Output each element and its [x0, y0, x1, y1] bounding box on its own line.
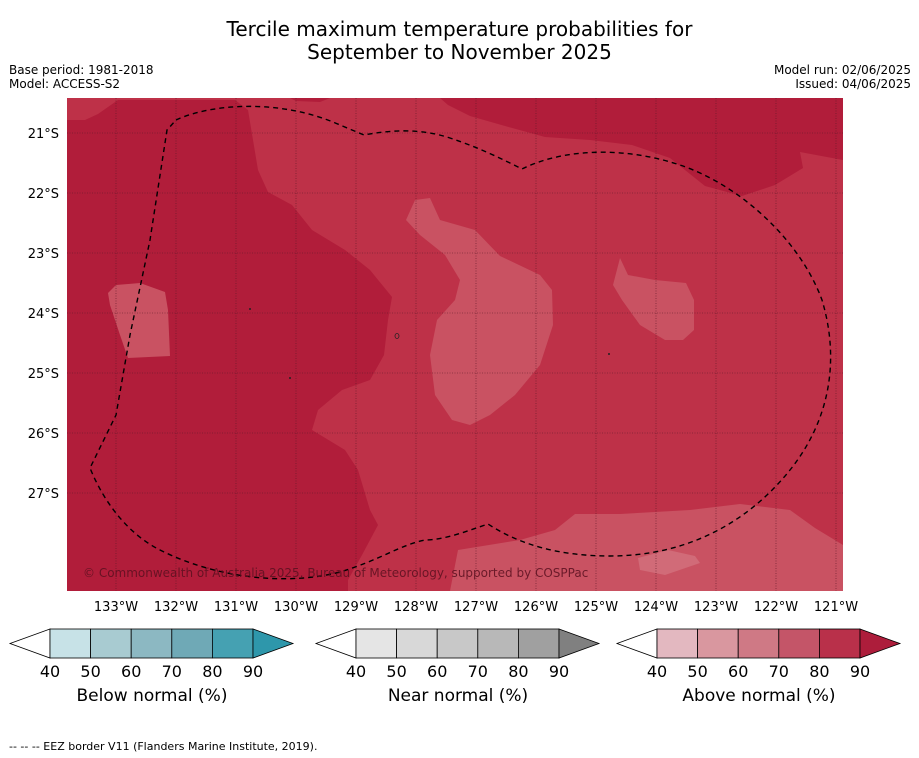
lon-label: 124°W — [634, 600, 678, 615]
eez-border — [89, 105, 832, 580]
colorbar-tick-label: 40 — [647, 662, 667, 681]
colorbar-below-normal: 40 50 60 70 80 90 — [8, 628, 295, 681]
lon-label: 133°W — [94, 600, 138, 615]
lon-label: 128°W — [394, 600, 438, 615]
colorbar-tick-label: 80 — [809, 662, 829, 681]
colorbar-segment — [130, 628, 173, 659]
map-plot-area: © Commonwealth of Australia 2025, Bureau… — [67, 98, 843, 591]
colorbar-tick-label: 80 — [508, 662, 528, 681]
lat-label: 23°S — [28, 247, 59, 262]
colorbar-over-triangle — [252, 628, 295, 659]
colorbar-segment — [819, 628, 861, 659]
lat-label: 22°S — [28, 187, 59, 202]
field-80-90-north — [440, 98, 843, 196]
lon-label: 130°W — [274, 600, 318, 615]
field-60-70-east — [613, 258, 694, 340]
colorbar-above-normal: 40 50 60 70 80 90 — [615, 628, 902, 681]
field-80-90-top — [290, 98, 330, 102]
map-figure: © Commonwealth of Australia 2025, Bureau… — [8, 98, 902, 681]
colorbar-segment — [737, 628, 780, 659]
lon-label: 126°W — [514, 600, 558, 615]
colorbar-segment — [90, 628, 132, 659]
colorbar-tick-label: 90 — [549, 662, 569, 681]
field-60-70-west — [108, 283, 170, 358]
colorbar-segment — [656, 628, 698, 659]
copyright-text: © Commonwealth of Australia 2025, Bureau… — [83, 566, 588, 580]
colorbar-segment — [211, 628, 254, 659]
lat-label: 25°S — [28, 367, 59, 382]
run-info: Model run: 02/06/2025 Issued: 04/06/2025 — [774, 63, 911, 91]
issued-date: Issued: 04/06/2025 — [795, 77, 911, 91]
lon-label: 132°W — [154, 600, 198, 615]
field-60-70-center — [406, 198, 553, 425]
colorbar-under-triangle — [8, 628, 51, 659]
lon-label: 121°W — [814, 600, 858, 615]
colorbar-tick-label: 90 — [850, 662, 870, 681]
model-run: Model run: 02/06/2025 — [773, 63, 911, 77]
colorbar-tick-label: 60 — [121, 662, 141, 681]
colorbar-tick-label: 70 — [468, 662, 488, 681]
lon-label: 131°W — [214, 600, 258, 615]
lat-label: 21°S — [28, 127, 59, 142]
colorbar-over-triangle — [558, 628, 601, 659]
grid-lines — [67, 98, 843, 591]
colorbar-under-triangle — [314, 628, 357, 659]
colorbar-tick-label: 70 — [769, 662, 789, 681]
colorbar-tick-label: 40 — [346, 662, 366, 681]
lat-label: 24°S — [28, 307, 59, 322]
field-80-90-west — [67, 100, 392, 591]
colorbar-segment — [518, 628, 560, 659]
colorbar-tick-label: 60 — [427, 662, 447, 681]
colorbar-below-normal-label: Below normal (%) — [76, 686, 228, 706]
base-period: Base period: 1981-2018 — [9, 63, 154, 77]
colorbar-tick-label: 60 — [728, 662, 748, 681]
colorbar-segment — [436, 628, 479, 659]
colorbar-tick-label: 50 — [687, 662, 707, 681]
colorbar-near-normal: 40 50 60 70 80 90 — [314, 628, 601, 681]
colorbar-tick-label: 70 — [162, 662, 182, 681]
lon-labels: 133°W 132°W 131°W 130°W 129°W 128°W 127°… — [94, 600, 858, 615]
lon-label: 125°W — [574, 600, 618, 615]
lon-label: 129°W — [334, 600, 378, 615]
base-info: Base period: 1981-2018 Model: ACCESS-S2 — [9, 63, 154, 91]
colorbar-tick-label: 40 — [40, 662, 60, 681]
chart-title: Tercile maximum temperature probabilitie… — [0, 18, 919, 64]
colorbar-segment — [697, 628, 739, 659]
islands — [249, 308, 610, 379]
model-name: Model: ACCESS-S2 — [9, 77, 121, 91]
lat-label: 27°S — [28, 487, 59, 502]
lon-label: 122°W — [754, 600, 798, 615]
colorbar-over-triangle — [859, 628, 902, 659]
colorbar-under-triangle — [615, 628, 658, 659]
colorbar-near-normal-label: Near normal (%) — [387, 686, 529, 706]
lat-labels: 21°S 22°S 23°S 24°S 25°S 26°S 27°S — [28, 127, 59, 502]
colorbar-segment — [778, 628, 820, 659]
lon-label: 127°W — [454, 600, 498, 615]
title-line-1: Tercile maximum temperature probabilitie… — [226, 17, 693, 41]
colorbar-above-normal-label: Above normal (%) — [682, 686, 836, 706]
lon-label: 123°W — [694, 600, 738, 615]
colorbar-tick-label: 50 — [386, 662, 406, 681]
colorbar-segment — [171, 628, 213, 659]
colorbar-segment — [396, 628, 438, 659]
colorbar-tick-label: 50 — [80, 662, 100, 681]
eez-footnote: -- -- -- EEZ border V11 (Flanders Marine… — [9, 740, 318, 753]
colorbar-tick-label: 80 — [202, 662, 222, 681]
field-60-70-south — [450, 504, 843, 591]
colorbar-segment — [49, 628, 91, 659]
title-line-2: September to November 2025 — [307, 40, 612, 64]
colorbar-segment — [355, 628, 397, 659]
colorbar-segment — [477, 628, 519, 659]
colorbar-tick-label: 90 — [243, 662, 263, 681]
lat-label: 26°S — [28, 427, 59, 442]
field-60-70-spot — [638, 550, 700, 575]
